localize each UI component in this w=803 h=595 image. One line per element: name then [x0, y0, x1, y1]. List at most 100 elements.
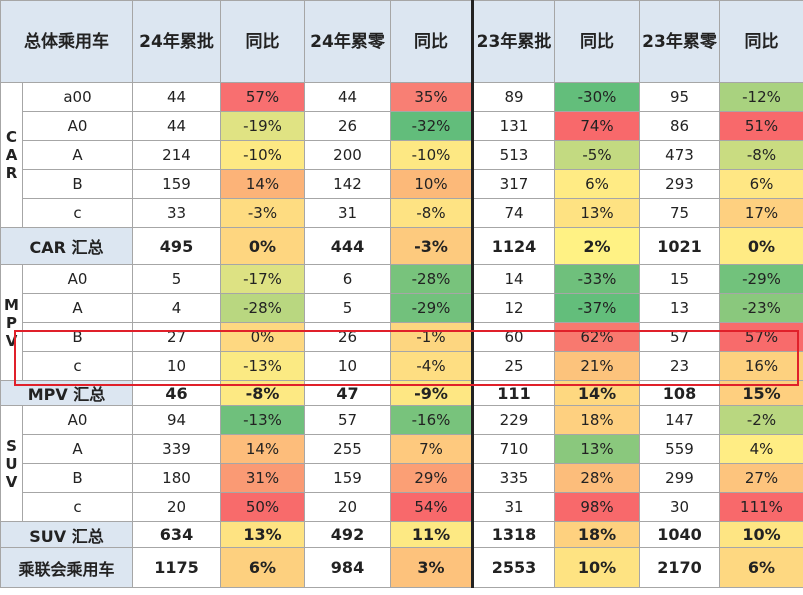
- volume-cell: 2170: [639, 547, 720, 588]
- segment-label: A0: [22, 405, 133, 435]
- yoy-cell: -28%: [220, 293, 305, 323]
- yoy-cell: 31%: [220, 463, 305, 493]
- segment-label: c: [22, 351, 133, 381]
- volume-cell: 26: [304, 322, 391, 352]
- yoy-cell: 57%: [220, 82, 305, 112]
- yoy-cell: 74%: [554, 111, 640, 141]
- volume-cell: 12: [471, 293, 555, 323]
- volume-cell: 23: [639, 351, 720, 381]
- volume-cell: 180: [132, 463, 221, 493]
- yoy-cell: -9%: [390, 380, 474, 406]
- yoy-cell: 6%: [719, 169, 803, 199]
- table-row: S U V A0 94 -13% 57 -16% 229 18% 147 -2%: [0, 405, 803, 522]
- yoy-cell: -3%: [390, 227, 474, 265]
- segment-label: a00: [22, 82, 133, 112]
- yoy-cell: 14%: [554, 380, 640, 406]
- volume-cell: 984: [304, 547, 391, 588]
- volume-cell: 74: [471, 198, 555, 228]
- volume-cell: 57: [304, 405, 391, 435]
- yoy-cell: 6%: [554, 169, 640, 199]
- yoy-cell: 111%: [719, 492, 803, 522]
- yoy-cell: 51%: [719, 111, 803, 141]
- volume-cell: 6: [304, 264, 391, 294]
- yoy-cell: 2%: [554, 227, 640, 265]
- yoy-cell: -30%: [554, 82, 640, 112]
- group-letter: A: [5, 146, 18, 164]
- yoy-cell: -5%: [554, 140, 640, 170]
- yoy-cell: -10%: [220, 140, 305, 170]
- volume-cell: 513: [471, 140, 555, 170]
- yoy-cell: 0%: [719, 227, 803, 265]
- volume-cell: 2553: [471, 547, 555, 588]
- volume-cell: 108: [639, 380, 720, 406]
- yoy-cell: 3%: [390, 547, 474, 588]
- group-letter: M: [4, 295, 19, 314]
- group-letter: S: [6, 436, 17, 455]
- volume-cell: 31: [304, 198, 391, 228]
- volume-cell: 1021: [639, 227, 720, 265]
- yoy-cell: -28%: [390, 264, 474, 294]
- row-label: 乘联会乘用车: [0, 547, 133, 588]
- volume-cell: 1175: [132, 547, 221, 588]
- yoy-cell: -1%: [390, 322, 474, 352]
- segment-label: B: [22, 463, 133, 493]
- table-row: A 214 -10% 200 -10% 513 -5% 473 -8%: [1, 140, 803, 170]
- volume-cell: 95: [639, 82, 720, 112]
- volume-cell: 214: [132, 140, 221, 170]
- volume-cell: 1040: [639, 521, 720, 548]
- yoy-cell: 6%: [220, 547, 305, 588]
- yoy-cell: 11%: [390, 521, 474, 548]
- yoy-cell: 0%: [220, 322, 305, 352]
- yoy-cell: -29%: [719, 264, 803, 294]
- header-24-retail: 24年累零: [304, 0, 391, 83]
- segment-label: A: [22, 293, 133, 323]
- table-row: A 4 -28% 5 -29% 12 -37% 13 -23%: [1, 293, 803, 323]
- volume-cell: 25: [471, 351, 555, 381]
- volume-cell: 44: [132, 111, 221, 141]
- segment-label: c: [22, 492, 133, 522]
- volume-cell: 27: [132, 322, 221, 352]
- volume-cell: 60: [471, 322, 555, 352]
- volume-cell: 15: [639, 264, 720, 294]
- volume-cell: 200: [304, 140, 391, 170]
- row-label: MPV 汇总: [0, 380, 133, 406]
- volume-cell: 57: [639, 322, 720, 352]
- volume-cell: 444: [304, 227, 391, 265]
- yoy-cell: -16%: [390, 405, 474, 435]
- volume-cell: 33: [132, 198, 221, 228]
- table-row: A 339 14% 255 7% 710 13% 559 4%: [1, 434, 803, 464]
- yoy-cell: 7%: [390, 434, 474, 464]
- volume-cell: 159: [304, 463, 391, 493]
- yoy-cell: -13%: [220, 351, 305, 381]
- yoy-cell: 13%: [220, 521, 305, 548]
- yoy-cell: -32%: [390, 111, 474, 141]
- header-yoy: 同比: [554, 0, 640, 83]
- group-letter: V: [5, 331, 18, 350]
- yoy-cell: 10%: [554, 547, 640, 588]
- yoy-cell: -29%: [390, 293, 474, 323]
- segment-label: A: [22, 140, 133, 170]
- volume-cell: 44: [132, 82, 221, 112]
- yoy-cell: 13%: [554, 198, 640, 228]
- yoy-cell: -2%: [719, 405, 803, 435]
- volume-cell: 31: [471, 492, 555, 522]
- yoy-cell: 29%: [390, 463, 474, 493]
- yoy-cell: 54%: [390, 492, 474, 522]
- yoy-cell: -8%: [390, 198, 474, 228]
- yoy-cell: -10%: [390, 140, 474, 170]
- volume-cell: 710: [471, 434, 555, 464]
- volume-cell: 495: [132, 227, 221, 265]
- yoy-cell: 18%: [554, 521, 640, 548]
- yoy-cell: -33%: [554, 264, 640, 294]
- group-letter: V: [5, 472, 18, 491]
- header-category: 总体乘用车: [0, 0, 133, 83]
- volume-cell: 299: [639, 463, 720, 493]
- yoy-cell: 18%: [554, 405, 640, 435]
- yoy-cell: 14%: [220, 434, 305, 464]
- yoy-cell: 16%: [719, 351, 803, 381]
- yoy-cell: 6%: [719, 547, 803, 588]
- table-row: B 180 31% 159 29% 335 28% 299 27%: [1, 463, 803, 493]
